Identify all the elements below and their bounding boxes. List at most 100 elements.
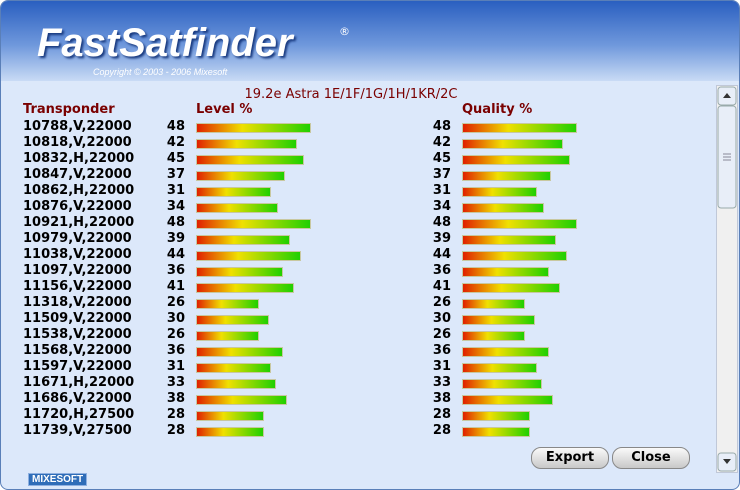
quality-value: 44: [432, 247, 451, 262]
level-bar: [196, 235, 290, 245]
level-value: 28: [166, 407, 185, 422]
transponder: 10832,H,22000: [23, 151, 135, 166]
quality-value: 30: [432, 311, 451, 326]
quality-bar: [462, 363, 537, 373]
level-bar: [196, 331, 260, 341]
quality-bar: [462, 123, 577, 133]
level-value: 36: [166, 263, 185, 278]
level-bar: [196, 379, 276, 389]
quality-value: 33: [432, 375, 451, 390]
level-bar: [196, 171, 285, 181]
header: FastSatfinder ® Copyright © 2003 - 2006 …: [1, 1, 739, 81]
quality-value: 38: [432, 391, 451, 406]
transponder: 11671,H,22000: [23, 375, 135, 390]
quality-value: 34: [432, 199, 451, 214]
quality-value: 36: [432, 263, 451, 278]
quality-bar: [462, 379, 542, 389]
quality-value: 36: [432, 343, 451, 358]
transponder: 11509,V,22000: [23, 311, 132, 326]
level-value: 48: [166, 215, 185, 230]
level-bar: [196, 395, 288, 405]
quality-bar: [462, 299, 526, 309]
transponder: 11686,V,22000: [23, 391, 132, 406]
level-bar: [196, 299, 260, 309]
quality-bar: [462, 235, 556, 245]
transponder: 10788,V,22000: [23, 119, 132, 134]
quality-value: 42: [432, 135, 451, 150]
level-value: 28: [166, 423, 185, 438]
scrollbar[interactable]: [716, 85, 738, 473]
quality-bar: [462, 155, 570, 165]
quality-value: 26: [432, 295, 451, 310]
quality-value: 26: [432, 327, 451, 342]
transponder: 11318,V,22000: [23, 295, 132, 310]
quality-bar: [462, 171, 551, 181]
quality-bar: [462, 203, 544, 213]
level-bar: [196, 411, 264, 421]
quality-value: 28: [432, 423, 451, 438]
transponder: 11538,V,22000: [23, 327, 132, 342]
quality-value: 48: [432, 119, 451, 134]
transponder: 10818,V,22000: [23, 135, 132, 150]
column-header: Transponder: [23, 102, 115, 117]
quality-bar: [462, 395, 554, 405]
transponder: 10921,H,22000: [23, 215, 135, 230]
level-bar: [196, 251, 302, 261]
transponder: 11097,V,22000: [23, 263, 132, 278]
export-button[interactable]: Export: [531, 447, 609, 469]
transponder: 11739,V,27500: [23, 423, 132, 438]
level-bar: [196, 347, 283, 357]
level-bar: [196, 219, 311, 229]
level-value: 42: [166, 135, 185, 150]
level-value: 41: [166, 279, 185, 294]
quality-bar: [462, 139, 563, 149]
close-button[interactable]: Close: [612, 447, 690, 469]
satellite-name: 19.2e Astra 1E/1F/1G/1H/1KR/2C: [244, 87, 458, 102]
level-value: 38: [166, 391, 185, 406]
transponder: 10979,V,22000: [23, 231, 132, 246]
quality-value: 37: [432, 167, 451, 182]
level-bar: [196, 155, 304, 165]
app-title: FastSatfinder: [37, 21, 293, 65]
column-header: Level %: [196, 102, 253, 117]
level-bar: [196, 267, 283, 277]
quality-bar: [462, 427, 530, 437]
quality-value: 31: [432, 359, 451, 374]
scrollbar-graphics: [717, 86, 737, 472]
transponder: 10862,H,22000: [23, 183, 135, 198]
quality-bar: [462, 331, 526, 341]
level-value: 31: [166, 359, 185, 374]
level-value: 45: [166, 151, 185, 166]
quality-bar: [462, 187, 537, 197]
trademark: ®: [339, 25, 350, 38]
quality-bar: [462, 283, 561, 293]
level-bar: [196, 187, 271, 197]
transponder: 11720,H,27500: [23, 407, 135, 422]
level-value: 48: [166, 119, 185, 134]
quality-bar: [462, 251, 568, 261]
transponder: 10876,V,22000: [23, 199, 132, 214]
quality-value: 28: [432, 407, 451, 422]
level-value: 39: [166, 231, 185, 246]
level-value: 37: [166, 167, 185, 182]
quality-bar: [462, 411, 530, 421]
quality-bar: [462, 315, 535, 325]
quality-value: 45: [432, 151, 451, 166]
level-value: 30: [166, 311, 185, 326]
level-value: 26: [166, 295, 185, 310]
level-bar: [196, 139, 297, 149]
level-bar: [196, 283, 295, 293]
level-bar: [196, 203, 278, 213]
level-value: 31: [166, 183, 185, 198]
level-bar: [196, 123, 311, 133]
logo: MIXESOFT: [28, 473, 88, 486]
copyright: Copyright © 2003 - 2006 Mixesoft: [93, 67, 228, 77]
transponder: 11597,V,22000: [23, 359, 132, 374]
quality-value: 39: [432, 231, 451, 246]
quality-bar: [462, 267, 549, 277]
transponder: 11156,V,22000: [23, 279, 132, 294]
column-header: Quality %: [462, 102, 533, 117]
quality-value: 48: [432, 215, 451, 230]
level-bar: [196, 427, 264, 437]
